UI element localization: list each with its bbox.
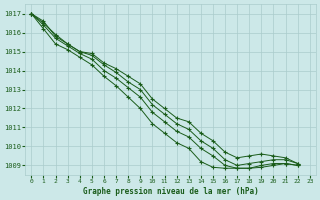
X-axis label: Graphe pression niveau de la mer (hPa): Graphe pression niveau de la mer (hPa) — [83, 187, 259, 196]
